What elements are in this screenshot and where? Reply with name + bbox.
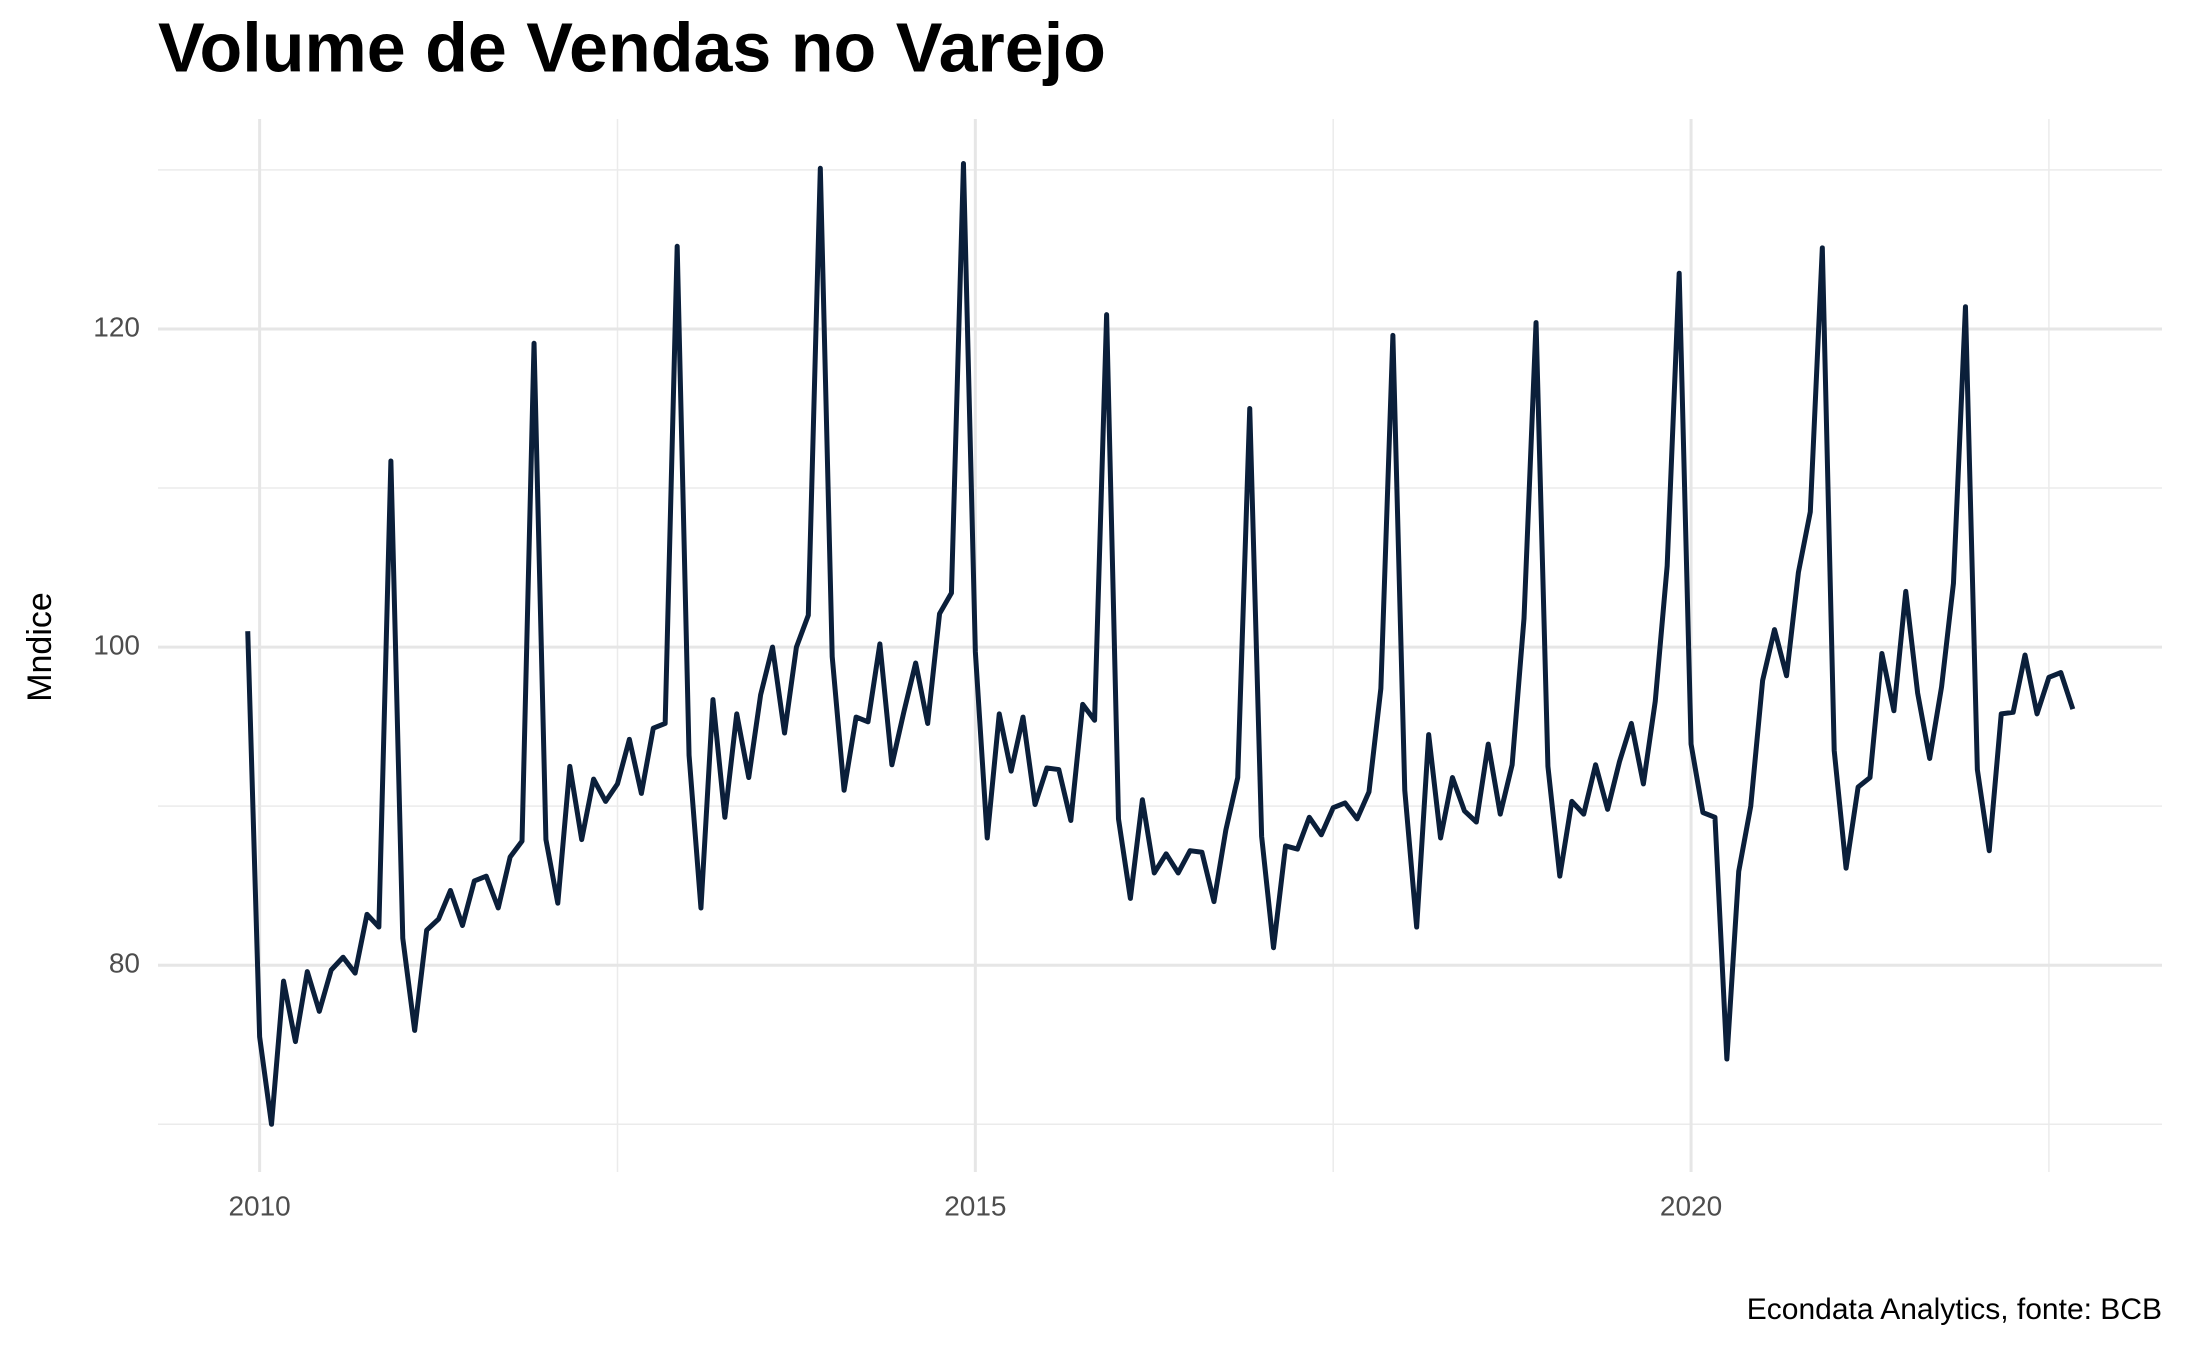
data-line (245, 161, 2076, 1127)
caption: Econdata Analytics, fonte: BCB (1747, 1293, 2162, 1326)
x-tick-label: 2010 (228, 1190, 290, 1221)
y-tick-label: 100 (93, 629, 140, 660)
chart-title: Volume de Vendas no Varejo (158, 8, 1106, 86)
y-tick-label: 80 (109, 948, 140, 979)
x-tick-label: 2015 (944, 1190, 1006, 1221)
y-axis-label: Mndice (21, 592, 59, 702)
x-tick-label: 2020 (1660, 1190, 1722, 1221)
y-tick-label: 120 (93, 311, 140, 342)
